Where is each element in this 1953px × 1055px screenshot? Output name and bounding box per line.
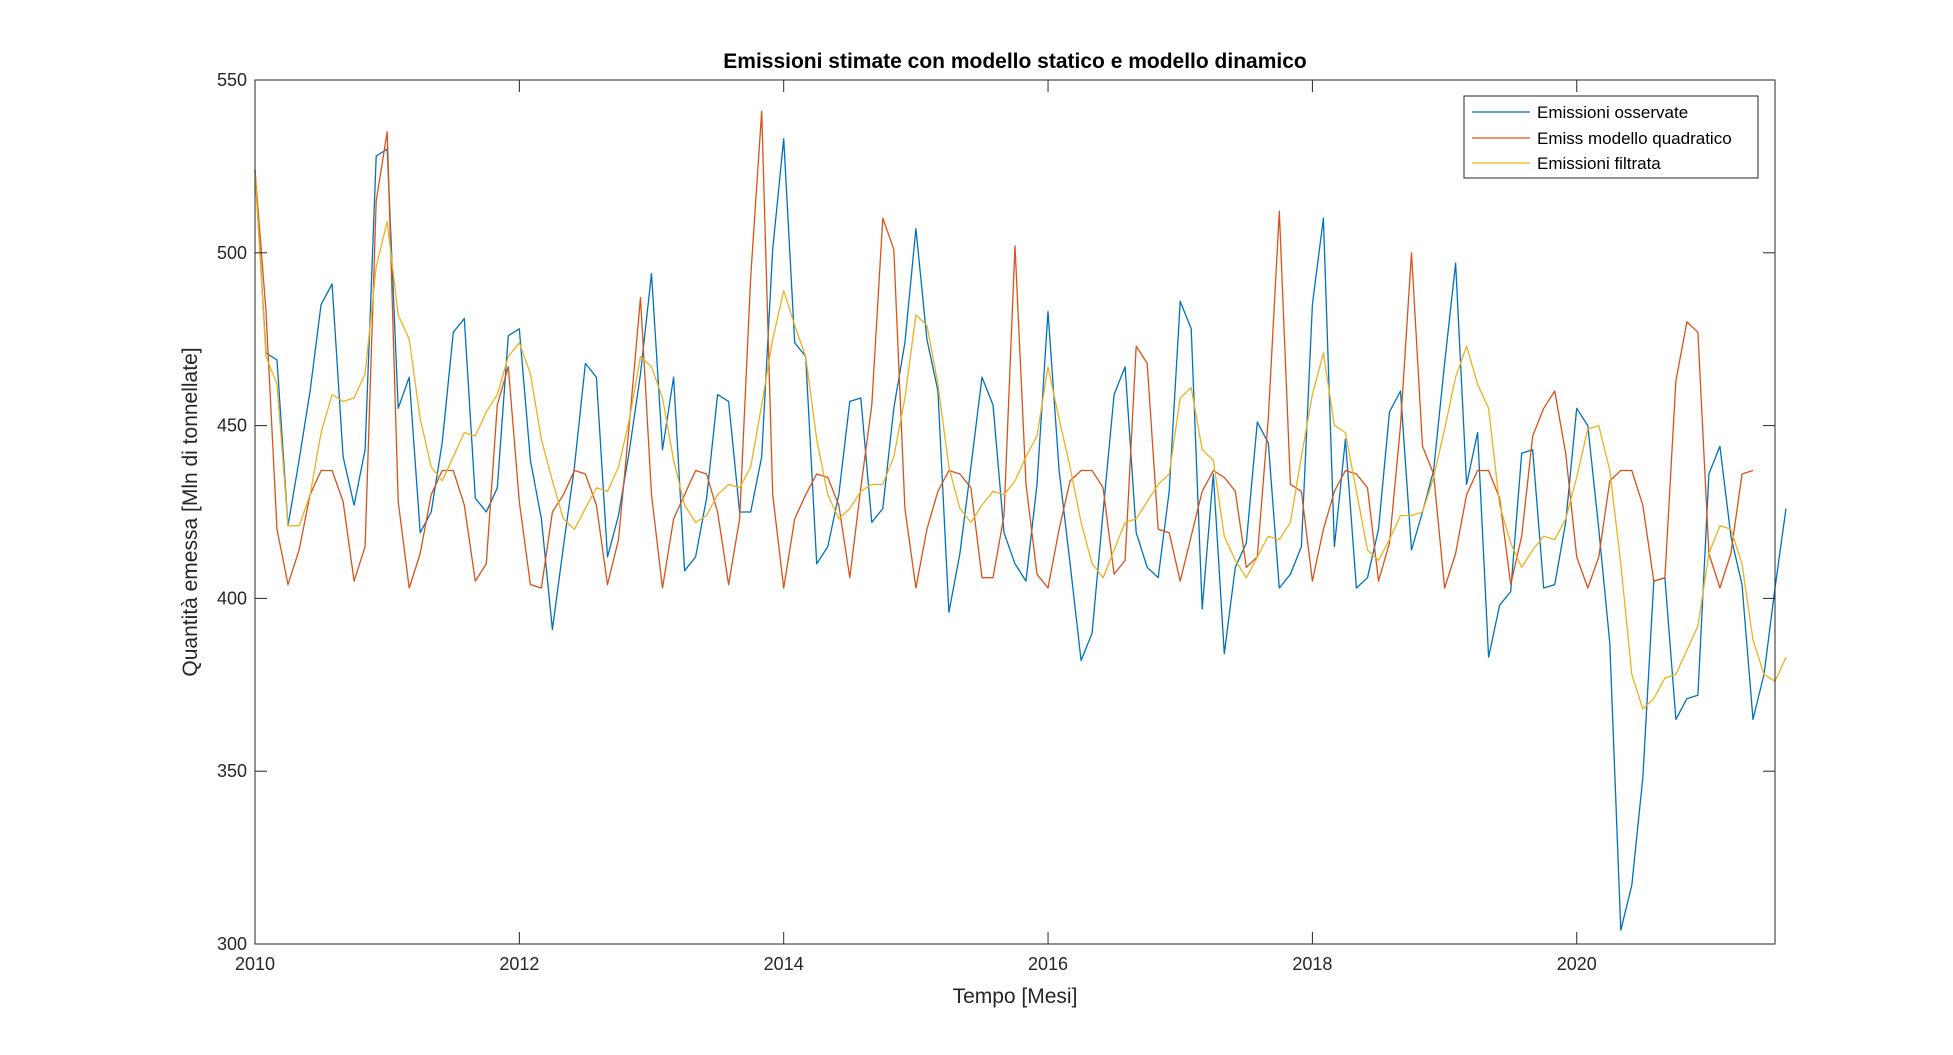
plot-area	[255, 80, 1775, 944]
y-tick-label: 550	[217, 70, 247, 90]
x-tick-label: 2018	[1292, 954, 1332, 974]
y-tick-label: 350	[217, 761, 247, 781]
y-axis-label: Quantità emessa [Mln di tonnellate]	[179, 347, 202, 676]
legend-label-filtered: Emissioni filtrata	[1537, 154, 1661, 173]
ticks-layer: 2010 2012 2014 2016 2018 2020 300 350 400 450 500 5…	[217, 70, 1775, 974]
axes-layer	[254, 79, 1776, 945]
series-layer	[254, 110, 1787, 931]
x-tick-label: 2014	[764, 954, 804, 974]
x-tick-label: 2012	[499, 954, 539, 974]
y-tick-label: 300	[217, 934, 247, 954]
series-line-quadratic	[254, 110, 1754, 589]
legend: Emissioni osservate Emiss modello quadra…	[1463, 95, 1759, 179]
x-tick-label: 2016	[1028, 954, 1068, 974]
y-tick-label: 400	[217, 588, 247, 608]
x-tick-label: 2020	[1557, 954, 1597, 974]
chart-title: Emissioni stimate con modello statico e …	[723, 50, 1306, 73]
x-axis-label: Tempo [Mesi]	[953, 985, 1078, 1008]
x-tick-label: 2010	[235, 954, 275, 974]
y-tick-label: 450	[217, 416, 247, 436]
legend-label-observed: Emissioni osservate	[1537, 103, 1688, 122]
series-line-filtered	[254, 169, 1787, 710]
axes-box	[254, 79, 1776, 945]
legend-box	[1463, 95, 1759, 179]
y-tick-label: 500	[217, 243, 247, 263]
legend-label-quadratic: Emiss modello quadratico	[1537, 129, 1732, 148]
